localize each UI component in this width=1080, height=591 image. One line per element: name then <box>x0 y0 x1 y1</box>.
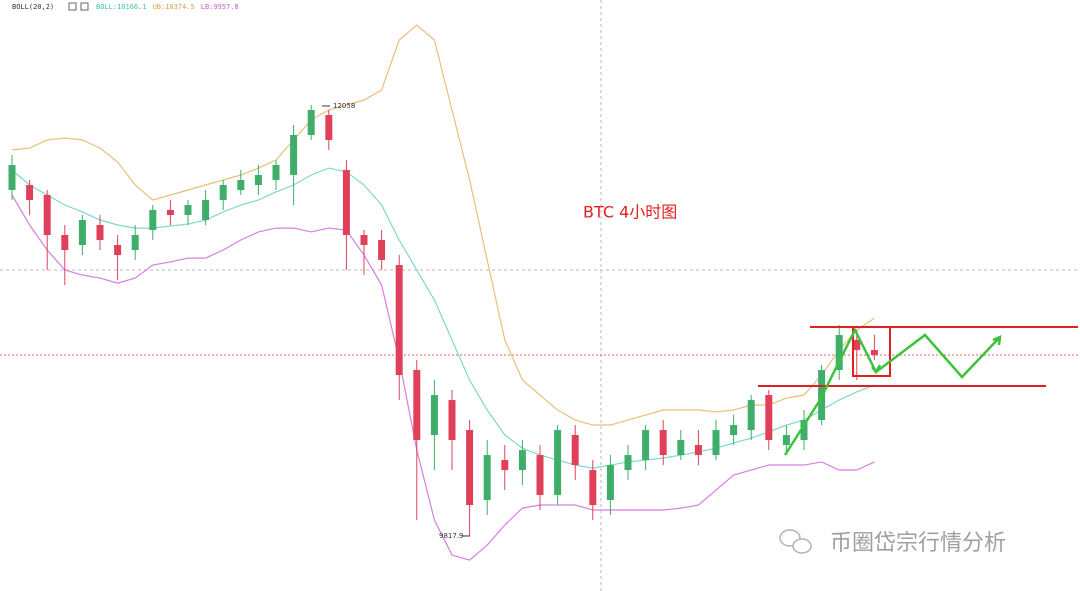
candle-body <box>378 240 386 261</box>
candle-body <box>554 430 562 496</box>
candle-body <box>413 370 421 441</box>
candle-body <box>694 445 702 456</box>
forecast-arrowhead <box>992 334 1002 346</box>
indicator-name: BOLL(20,2) <box>12 3 54 11</box>
candle-body <box>536 455 544 496</box>
candle-body <box>202 200 210 221</box>
watermark-icon <box>779 529 812 554</box>
candle-body <box>8 165 16 191</box>
candle-body <box>114 245 122 256</box>
settings-icon[interactable] <box>68 2 77 11</box>
candle-body <box>26 185 34 201</box>
legend-label: UB:10374.5 <box>153 3 195 11</box>
candle-body <box>166 210 174 216</box>
close-icon[interactable] <box>80 2 89 11</box>
legend-label: LB:9957.8 <box>201 3 239 11</box>
candle-body <box>765 395 773 441</box>
candle-body <box>395 265 403 376</box>
candle-body <box>712 430 720 456</box>
candle-body <box>237 180 245 191</box>
candles <box>8 105 878 536</box>
candle-body <box>835 335 843 371</box>
candle-body <box>642 430 650 461</box>
candle-body <box>448 400 456 441</box>
candle-body <box>360 235 368 246</box>
candle-body <box>659 430 667 456</box>
candle-body <box>782 435 790 446</box>
candle-body <box>606 465 614 501</box>
candle-body <box>677 440 685 456</box>
high-label: 12058 <box>333 102 355 110</box>
candle-body <box>325 115 333 141</box>
candle-body <box>501 460 509 471</box>
candle-body <box>800 420 808 441</box>
candle-body <box>307 110 315 136</box>
candle-body <box>853 340 861 351</box>
low-label: 9817.9 <box>439 532 464 540</box>
highlight-box <box>852 326 891 377</box>
watermark: 币圈岱宗行情分析 <box>830 531 1006 556</box>
candle-body <box>518 450 526 471</box>
candle-body <box>131 235 139 251</box>
candle-body <box>589 470 597 506</box>
band-line <box>11 24 875 426</box>
candle-body <box>219 185 227 201</box>
candle-body <box>254 175 262 186</box>
forecast-arrowhead <box>871 364 882 375</box>
candle-body <box>61 235 69 251</box>
candle-body <box>342 170 350 236</box>
candle-body <box>466 430 474 506</box>
candle-body <box>624 455 632 471</box>
candle-body <box>43 195 51 236</box>
candle-body <box>483 455 491 501</box>
candle-body <box>730 425 738 436</box>
legend-label: BOLL:10166.1 <box>96 3 147 11</box>
candle-body <box>747 400 755 431</box>
annotation: BTC 4小时图 <box>583 203 677 222</box>
candle-body <box>290 135 298 176</box>
candle-body <box>870 350 878 356</box>
candle-body <box>78 220 86 246</box>
candle-body <box>272 165 280 181</box>
candle-body <box>149 210 157 231</box>
band-line <box>11 194 875 561</box>
candle-body <box>184 205 192 216</box>
candle-body <box>96 225 104 241</box>
candle-body <box>430 395 438 436</box>
candle-body <box>571 435 579 466</box>
